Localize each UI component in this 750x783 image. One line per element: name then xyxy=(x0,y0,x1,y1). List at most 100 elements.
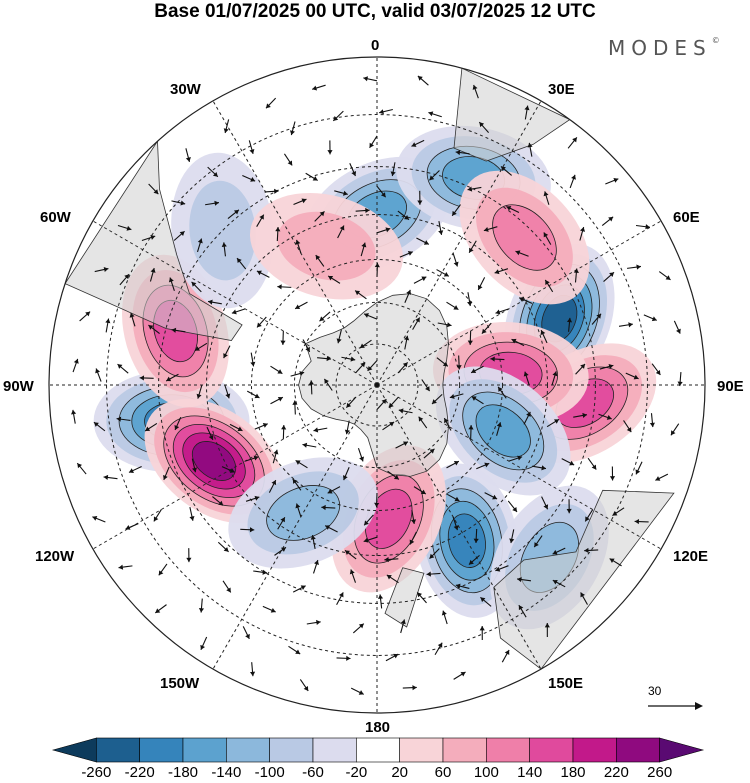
wind-vector-arrowhead xyxy=(540,330,546,336)
vector-reference-label: 30 xyxy=(648,684,662,698)
anomaly-contour xyxy=(189,180,256,281)
wind-vector-arrowhead xyxy=(415,317,420,323)
south-america-land xyxy=(64,139,243,341)
wind-vector-arrowhead xyxy=(498,386,503,392)
wind-vector-arrowhead xyxy=(393,653,399,659)
colorbar-segment xyxy=(269,737,314,763)
wind-vector-arrowhead xyxy=(544,623,550,628)
wind-vector-arrowhead xyxy=(359,456,365,462)
colorbar-segment xyxy=(659,737,705,763)
wind-vector-arrowhead xyxy=(280,547,286,552)
wind-vector-arrowhead xyxy=(327,150,333,155)
brand-text: MODES xyxy=(608,36,712,60)
meridian-line xyxy=(92,384,378,550)
wind-vector-arrowhead xyxy=(358,623,364,629)
anomaly-contour xyxy=(191,441,237,481)
wind-vector-arrowhead xyxy=(314,560,319,565)
wind-vector-arrowhead xyxy=(342,475,348,481)
wind-vector-arrowhead xyxy=(554,419,560,424)
lon-label-30w: 30W xyxy=(170,81,201,98)
wind-vector-arrowhead xyxy=(580,592,585,598)
latitude-circle xyxy=(335,343,419,427)
wind-vector-arrowhead xyxy=(342,190,348,196)
wind-vector-arrowhead xyxy=(412,685,417,691)
reference-vector-arrowhead xyxy=(695,702,703,710)
meridian-line xyxy=(376,384,662,550)
wind-vector-arrowhead xyxy=(208,434,214,440)
wind-vector-arrowhead xyxy=(437,642,443,648)
wind-vector-arrowhead xyxy=(429,448,435,454)
wind-vector-arrowhead xyxy=(214,200,219,206)
wind-vector-arrowhead xyxy=(651,316,657,322)
wind-vector-arrowhead xyxy=(453,305,459,310)
wind-vector-arrowhead xyxy=(504,649,510,655)
wind-vector-arrowhead xyxy=(404,214,409,220)
wind-vector-arrowhead xyxy=(139,375,145,381)
wind-vector-arrowhead xyxy=(345,550,350,556)
wind-vector-arrowhead xyxy=(355,290,361,296)
wind-vector-arrowhead xyxy=(218,500,224,506)
wind-vector-arrowhead xyxy=(327,488,333,494)
wind-vector-arrowhead xyxy=(71,409,77,415)
wind-vector-arrowhead xyxy=(116,416,122,422)
wind-vector-arrowhead xyxy=(404,335,410,341)
wind-vector-arrowhead xyxy=(150,235,156,240)
wind-vector-arrowhead xyxy=(249,527,255,533)
wind-vector-arrowhead xyxy=(512,506,517,512)
new-zealand-land xyxy=(384,567,425,628)
latitude-circle xyxy=(250,258,504,512)
wind-vector-arrowhead xyxy=(472,84,478,90)
colorbar-tick-label: -100 xyxy=(254,764,285,781)
wind-vector-arrowhead xyxy=(426,571,431,577)
colorbar-segment xyxy=(616,737,660,763)
wind-vector-arrowhead xyxy=(308,380,314,385)
modes-logo: MODES© xyxy=(608,36,720,60)
wind-vector-arrowhead xyxy=(566,508,572,514)
lon-label-90e: 90E xyxy=(717,378,744,395)
wind-vector-arrowhead xyxy=(316,619,321,626)
wind-vector-arrowhead xyxy=(552,579,558,585)
wind-vector-arrowhead xyxy=(249,671,256,677)
wind-vector-arrowhead xyxy=(494,269,500,275)
wind-vector-arrowhead xyxy=(274,188,279,194)
colorbar-segment xyxy=(51,737,97,763)
wind-vector-arrowhead xyxy=(585,516,590,522)
wind-vector-arrowhead xyxy=(545,279,550,285)
colorbar-tick-labels: -260 -220 -180 -140 -100 -60 -20 20 60 100 140 180 2… xyxy=(0,764,750,782)
wind-vector-arrowhead xyxy=(411,142,417,147)
wind-vector-arrowhead xyxy=(609,558,615,564)
wind-vector-arrowhead xyxy=(344,429,350,435)
wind-vector-arrowhead xyxy=(453,461,459,466)
colorbar-tick-label: 140 xyxy=(517,764,543,781)
wind-vector-arrowhead xyxy=(406,289,412,295)
wind-vector-arrowhead xyxy=(400,619,406,625)
wind-vector-arrowhead xyxy=(609,476,616,481)
wind-vector-arrowhead xyxy=(118,564,124,570)
wind-vector-arrowhead xyxy=(289,130,295,136)
africa-land xyxy=(453,67,571,162)
wind-vector-arrowhead xyxy=(421,276,427,282)
wind-vector-arrowhead xyxy=(325,525,331,530)
wind-vector-arrowhead xyxy=(410,519,417,524)
wind-vector-arrowhead xyxy=(407,251,413,256)
meridian-line xyxy=(376,384,542,670)
wind-vector-arrowhead xyxy=(446,322,452,328)
wind-vector-arrowhead xyxy=(495,309,501,315)
wind-vector-arrowhead xyxy=(321,504,326,511)
wind-vector-arrowhead xyxy=(409,539,415,545)
wind-vector-arrowhead xyxy=(655,476,661,481)
wind-vector-arrowhead xyxy=(506,205,512,211)
wind-vector-arrowhead xyxy=(326,356,332,362)
wind-vector-arrowhead xyxy=(417,592,423,598)
wind-vector-arrowhead xyxy=(388,402,394,408)
wind-vector-arrowhead xyxy=(455,583,461,589)
colorbar-segment xyxy=(139,737,184,763)
lon-label-0: 0 xyxy=(371,37,380,54)
wind-vector-arrowhead xyxy=(351,171,357,177)
wind-vector-arrowhead xyxy=(467,301,473,307)
wind-vector-arrowhead xyxy=(273,449,279,455)
wind-vector-arrowhead xyxy=(454,496,460,502)
map-title: Base 01/07/2025 00 UTC, valid 03/07/2025… xyxy=(154,1,596,22)
lon-label-120w: 120W xyxy=(35,548,75,565)
wind-vector-arrowhead xyxy=(543,504,549,510)
